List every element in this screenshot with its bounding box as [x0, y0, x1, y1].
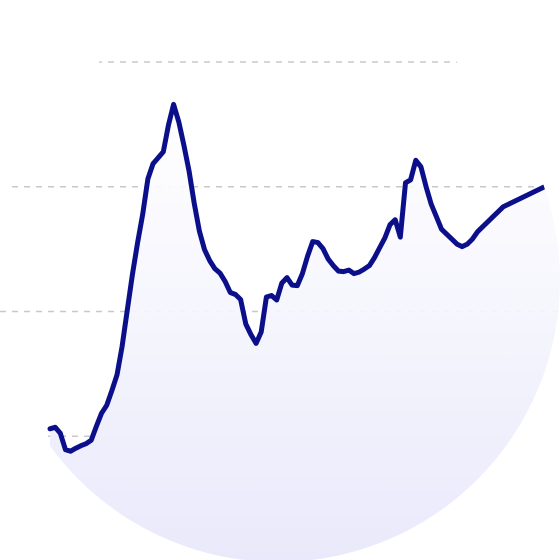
- series-area-fill: [50, 104, 560, 560]
- series-line: [47, 101, 560, 454]
- line-layer: [47, 101, 560, 454]
- area-layer: [50, 104, 560, 560]
